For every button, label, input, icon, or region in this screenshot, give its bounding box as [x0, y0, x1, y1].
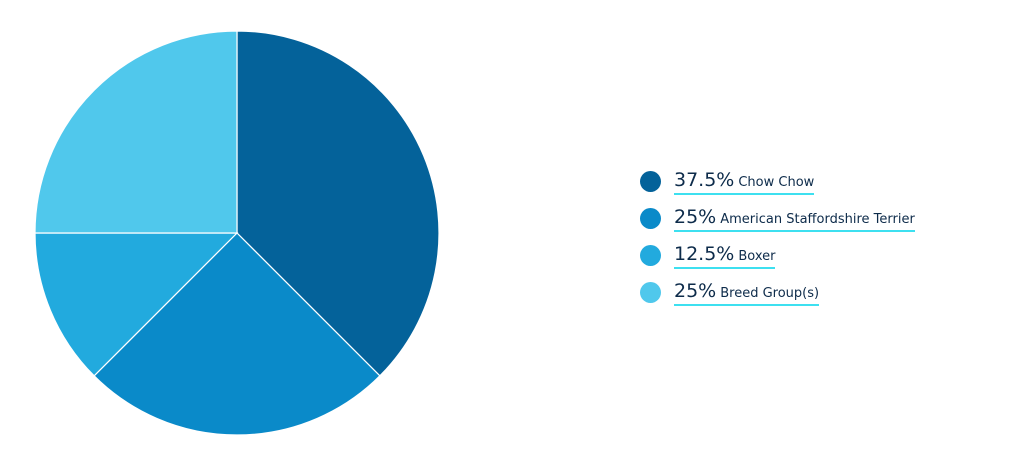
legend: 37.5% Chow Chow 25% American Staffordshire …: [640, 163, 915, 311]
legend-label: 37.5% Chow Chow: [674, 168, 815, 195]
legend-marker: [640, 208, 661, 229]
pie-slice: [34, 30, 238, 234]
pie-chart: [34, 30, 440, 436]
legend-value: 37.5%: [674, 168, 735, 191]
legend-marker: [640, 171, 661, 192]
pie-slice: [34, 232, 239, 377]
legend-name: American Staffordshire Terrier: [720, 211, 915, 227]
legend-name: Breed Group(s): [720, 285, 820, 301]
legend-item: 12.5% Boxer: [640, 237, 915, 274]
legend-value: 12.5%: [674, 242, 735, 265]
legend-label: 25% Breed Group(s): [674, 279, 820, 306]
legend-name: Chow Chow: [738, 174, 815, 190]
legend-value: 25%: [674, 205, 717, 228]
legend-label: 12.5% Boxer: [674, 242, 776, 269]
legend-item: 25% American Staffordshire Terrier: [640, 200, 915, 237]
pie-slice: [236, 30, 440, 377]
legend-label: 25% American Staffordshire Terrier: [674, 206, 915, 232]
legend-item: 25% Breed Group(s): [640, 274, 915, 311]
pie-slice: [93, 232, 381, 436]
legend-marker: [640, 282, 661, 303]
legend-item: 37.5% Chow Chow: [640, 163, 915, 200]
legend-name: Boxer: [738, 248, 776, 264]
legend-marker: [640, 245, 661, 266]
legend-value: 25%: [674, 279, 717, 302]
